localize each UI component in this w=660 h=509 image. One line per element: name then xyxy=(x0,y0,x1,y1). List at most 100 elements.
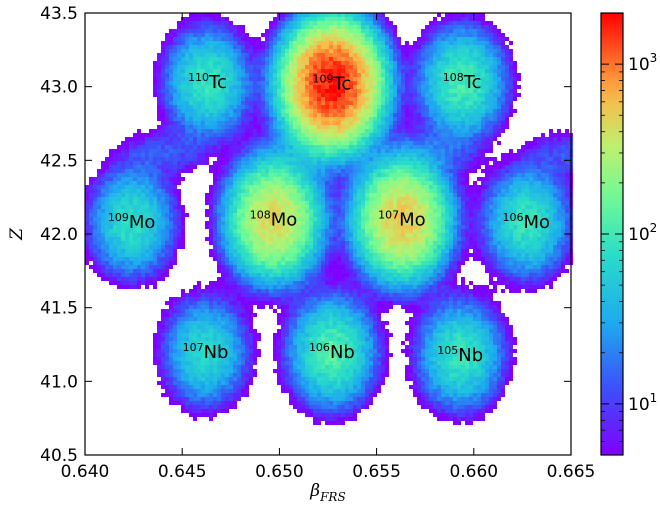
heatmap-cell xyxy=(365,217,369,221)
heatmap-cell xyxy=(493,177,497,181)
heatmap-cell xyxy=(377,125,381,129)
heatmap-cell xyxy=(217,209,221,213)
heatmap-cell xyxy=(361,193,365,197)
heatmap-cell xyxy=(373,37,377,41)
heatmap-cell xyxy=(137,129,141,133)
heatmap-cell xyxy=(313,97,317,101)
heatmap-cell xyxy=(209,137,213,141)
heatmap-cell xyxy=(533,217,537,221)
heatmap-cell xyxy=(201,109,205,113)
heatmap-cell xyxy=(337,89,341,93)
heatmap-cell xyxy=(517,209,521,213)
heatmap-cell xyxy=(437,209,441,213)
heatmap-cell xyxy=(261,161,265,165)
heatmap-cell xyxy=(405,149,409,153)
heatmap-cell xyxy=(397,149,401,153)
heatmap-cell xyxy=(265,85,269,89)
heatmap-cell xyxy=(253,57,257,61)
heatmap-cell xyxy=(461,133,465,137)
heatmap-cell xyxy=(297,161,301,165)
heatmap-cell xyxy=(217,161,221,165)
heatmap-cell xyxy=(333,21,337,25)
heatmap-cell xyxy=(145,133,149,137)
heatmap-cell xyxy=(161,121,165,125)
heatmap-cell xyxy=(369,97,373,101)
heatmap-cell xyxy=(169,105,173,109)
heatmap-cell xyxy=(489,49,493,53)
heatmap-cell xyxy=(341,193,345,197)
heatmap-cell xyxy=(385,145,389,149)
heatmap-cell xyxy=(189,45,193,49)
heatmap-cell xyxy=(405,189,409,193)
heatmap-cell xyxy=(357,193,361,197)
heatmap-cell xyxy=(433,45,437,49)
heatmap-cell xyxy=(353,17,357,21)
heatmap-cell xyxy=(509,73,513,77)
heatmap-cell xyxy=(213,45,217,49)
heatmap-cell xyxy=(221,205,225,209)
heatmap-cell xyxy=(457,217,461,221)
heatmap-cell xyxy=(489,117,493,121)
heatmap-cell xyxy=(257,53,261,57)
heatmap-cell xyxy=(217,213,221,217)
heatmap-cell xyxy=(465,113,469,117)
heatmap-cell xyxy=(161,81,165,85)
heatmap-cell xyxy=(353,65,357,69)
heatmap-cell xyxy=(129,161,133,165)
heatmap-cell xyxy=(205,25,209,29)
heatmap-cell xyxy=(285,169,289,173)
heatmap-cell xyxy=(153,205,157,209)
heatmap-cell xyxy=(193,105,197,109)
heatmap-cell xyxy=(169,41,173,45)
heatmap-cell xyxy=(273,81,277,85)
heatmap-cell xyxy=(529,185,533,189)
heatmap-cell xyxy=(529,145,533,149)
heatmap-cell xyxy=(161,181,165,185)
heatmap-cell xyxy=(229,73,233,77)
heatmap-cell xyxy=(237,81,241,85)
heatmap-cell xyxy=(413,145,417,149)
heatmap-cell xyxy=(565,205,569,209)
heatmap-cell xyxy=(201,81,205,85)
heatmap-cell xyxy=(369,173,373,177)
heatmap-cell xyxy=(217,41,221,45)
heatmap-cell xyxy=(301,161,305,165)
heatmap-cell xyxy=(485,145,489,149)
heatmap-cell xyxy=(365,145,369,149)
heatmap-cell xyxy=(209,61,213,65)
heatmap-cell xyxy=(293,105,297,109)
heatmap-cell xyxy=(173,97,177,101)
heatmap-cell xyxy=(317,149,321,153)
heatmap-cell xyxy=(417,205,421,209)
heatmap-cell xyxy=(457,213,461,217)
heatmap-cell xyxy=(377,169,381,173)
heatmap-cell xyxy=(437,37,441,41)
heatmap-cell xyxy=(157,81,161,85)
heatmap-cell xyxy=(221,93,225,97)
heatmap-cell xyxy=(245,213,249,217)
heatmap-cell xyxy=(409,209,413,213)
heatmap-cell xyxy=(329,181,333,185)
heatmap-cell xyxy=(217,33,221,37)
heatmap-cell xyxy=(353,109,357,113)
heatmap-cell xyxy=(225,161,229,165)
heatmap-cell xyxy=(345,89,349,93)
heatmap-cell xyxy=(313,117,317,121)
heatmap-cell xyxy=(373,73,377,77)
heatmap-cell xyxy=(133,169,137,173)
heatmap-cell xyxy=(489,217,493,221)
heatmap-cell xyxy=(157,193,161,197)
heatmap-cell xyxy=(233,117,237,121)
heatmap-cell xyxy=(365,25,369,29)
heatmap-cell xyxy=(341,37,345,41)
heatmap-cell xyxy=(489,213,493,217)
heatmap-cell xyxy=(289,165,293,169)
heatmap-cell xyxy=(305,141,309,145)
heatmap-cell xyxy=(177,101,181,105)
heatmap-cell xyxy=(513,97,517,101)
heatmap-cell xyxy=(221,145,225,149)
heatmap-cell xyxy=(373,65,377,69)
heatmap-cell xyxy=(541,161,545,165)
heatmap-cell xyxy=(385,49,389,53)
heatmap-cell xyxy=(461,141,465,145)
